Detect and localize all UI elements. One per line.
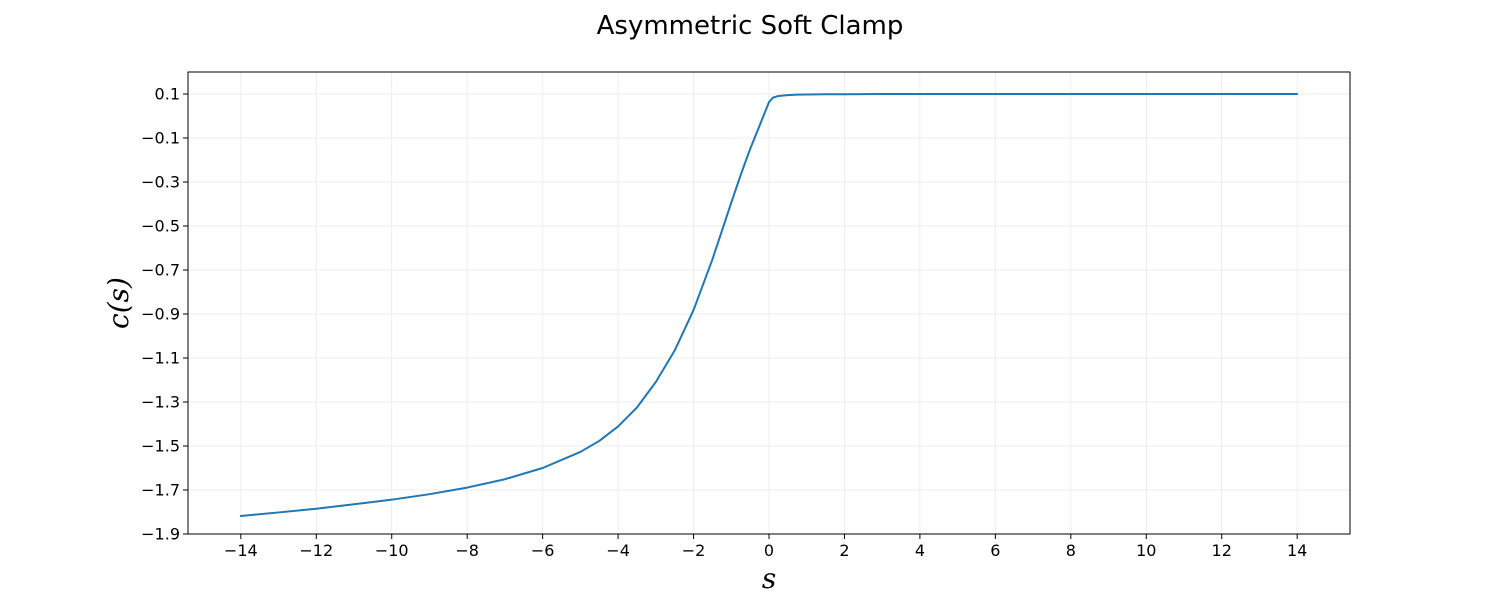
chart-title: Asymmetric Soft Clamp — [597, 11, 904, 41]
x-axis-label: s — [762, 562, 776, 595]
y-axis: −1.9 −1.7 −1.5 −1.3 −1.1 −0.9 −0.7 −0.5 −0.3 −0.1… — [141, 85, 188, 544]
y-tick-label: −0.5 — [141, 217, 180, 236]
y-tick-label: −1.5 — [141, 437, 180, 456]
y-tick-label: −1.3 — [141, 393, 180, 412]
x-tick-label: −6 — [531, 541, 555, 560]
x-tick-label: −10 — [375, 541, 409, 560]
x-tick-label: −2 — [682, 541, 706, 560]
series-layer — [239, 93, 1299, 517]
x-tick-label: −14 — [224, 541, 258, 560]
y-tick-label: −1.9 — [141, 525, 180, 544]
x-tick-label: −4 — [606, 541, 630, 560]
series-line — [239, 93, 1299, 517]
x-axis: −14 −12 −10 −8 −6 −4 −2 0 2 4 6 8 10 12 14 — [224, 534, 1307, 560]
x-tick-label: 10 — [1136, 541, 1156, 560]
x-tick-label: −12 — [299, 541, 333, 560]
x-tick-label: −8 — [455, 541, 479, 560]
y-tick-label: −1.1 — [141, 349, 180, 368]
y-tick-label: −0.9 — [141, 305, 180, 324]
y-tick-label: −0.1 — [141, 129, 180, 148]
y-tick-label: −0.3 — [141, 173, 180, 192]
grid — [188, 72, 1350, 535]
x-tick-label: 12 — [1212, 541, 1232, 560]
y-tick-label: 0.1 — [155, 85, 180, 104]
x-tick-label: 0 — [764, 541, 774, 560]
x-tick-label: 8 — [1066, 541, 1076, 560]
x-tick-label: 2 — [839, 541, 849, 560]
y-tick-label: −0.7 — [141, 261, 180, 280]
x-tick-label: 14 — [1287, 541, 1307, 560]
x-tick-label: 4 — [915, 541, 925, 560]
x-tick-label: 6 — [990, 541, 1000, 560]
y-tick-label: −1.7 — [141, 481, 180, 500]
y-axis-label: c(s) — [102, 277, 135, 329]
